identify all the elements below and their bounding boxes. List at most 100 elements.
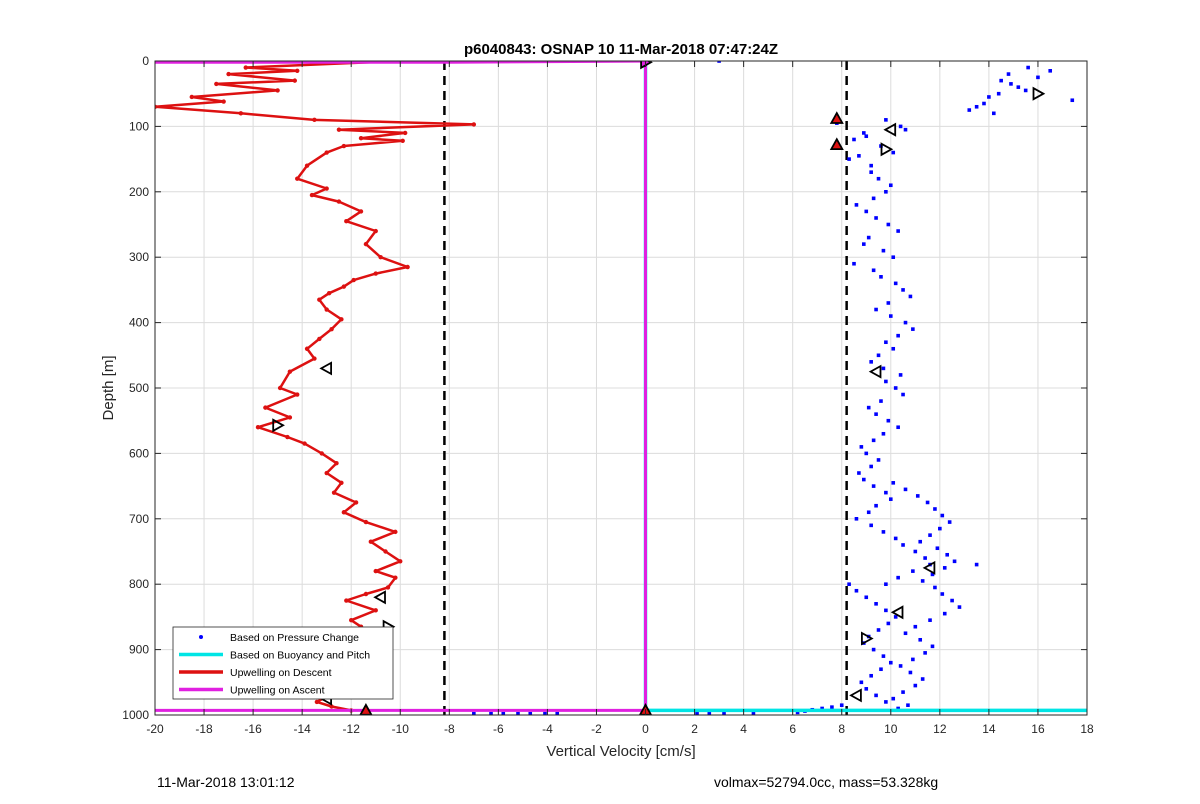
pressure-point-82 [869,523,873,528]
pressure-point-160 [555,711,560,715]
pressure-point-0 [717,61,721,63]
descent-point-7 [189,94,194,100]
pressure-point-89 [911,569,915,573]
footer-timestamp: 11-Mar-2018 13:01:12 [157,774,295,790]
descent-point-22 [309,192,315,198]
descent-point-33 [326,290,332,296]
pressure-point-90 [896,575,900,580]
pressure-point-19 [852,137,856,142]
legend-box [172,626,394,700]
marker-1 [1032,86,1046,101]
x-axis-label: Vertical Velocity [cm/s] [546,743,695,760]
pressure-point-87 [923,556,927,560]
descent-point-29 [405,264,410,270]
pressure-point-102 [935,546,940,551]
pressure-point-41 [891,255,896,259]
pressure-point-145 [864,595,869,600]
pressure-point-140 [876,628,881,632]
pressure-point-109 [940,592,945,596]
descent-point-15 [358,135,364,141]
descent-point-10 [238,111,244,116]
pressure-point-22 [891,150,896,155]
x-tick-label-1: -18 [195,722,213,736]
pressure-point-51 [903,320,908,325]
descent-point-13 [336,127,342,132]
pressure-point-135 [888,660,893,665]
pressure-point-29 [876,176,881,181]
pressure-point-30 [888,183,893,188]
x-tick-label-3: -14 [293,722,311,736]
pressure-point-107 [920,579,925,583]
marker-6 [319,361,333,376]
pressure-point-67 [896,425,900,430]
marker-8 [272,418,285,433]
pressure-point-10 [992,111,996,116]
pressure-point-147 [847,582,851,586]
pressure-point-83 [881,530,886,534]
descent-point-67 [349,617,354,623]
pressure-point-12 [1009,82,1013,86]
pressure-point-142 [893,615,898,619]
x-tick-label-14: 8 [838,722,845,736]
pressure-point-56 [876,353,881,358]
pressure-point-1 [1006,72,1011,76]
pressure-point-3 [1016,85,1021,89]
pressure-point-44 [879,275,883,279]
pressure-point-144 [874,602,878,606]
pressure-point-38 [866,235,871,240]
descent-point-25 [344,219,349,224]
pressure-point-111 [957,605,962,609]
pressure-point-33 [854,203,859,207]
x-tick-label-8: -4 [542,722,553,736]
pressure-point-80 [866,510,871,515]
pressure-point-119 [923,651,927,655]
legend-label-1: Based on Buoyancy and Pitch [230,650,370,662]
pressure-point-23 [847,157,851,161]
descent-point-21 [324,186,329,191]
descent-point-26 [373,228,378,234]
pressure-point-133 [869,673,873,678]
y-tick-label-6: 600 [129,446,149,460]
pressure-point-105 [942,566,947,570]
pressure-point-57 [869,360,873,364]
pressure-point-59 [898,373,903,377]
descent-point-36 [339,317,344,322]
x-tick-label-0: -20 [146,722,164,736]
marker-0 [640,61,653,70]
y-tick-label-8: 800 [129,577,149,591]
pressure-point-25 [903,127,908,132]
pressure-point-54 [884,340,888,345]
pressure-point-149 [830,705,834,709]
descent-point-60 [398,559,403,564]
descent-point-54 [353,500,359,505]
descent-point-8 [221,99,226,104]
descent-point-77 [314,699,320,705]
descent-point-44 [263,405,268,410]
pressure-point-114 [928,618,932,622]
x-tick-label-2: -16 [244,722,262,736]
pressure-point-62 [901,392,905,397]
pressure-point-63 [879,399,883,403]
pressure-point-121 [898,664,903,668]
pressure-point-78 [888,497,893,501]
pressure-point-112 [974,562,979,567]
legend: Based on Pressure Change Based on Buoyanc… [172,626,394,700]
marker-4 [883,122,897,137]
pressure-point-159 [543,711,547,715]
marker-7 [868,364,882,379]
pressure-point-47 [908,294,913,299]
y-tick-label-0: 0 [142,54,149,68]
descent-point-14 [402,130,408,136]
descent-point-63 [385,585,391,590]
descent-point-61 [373,568,378,574]
pressure-point-35 [874,216,878,220]
y-tick-label-9: 900 [129,643,149,657]
pressure-point-137 [871,647,876,652]
descent-point-48 [302,441,307,446]
pressure-point-4 [987,95,991,99]
pressure-point-117 [918,637,923,642]
descent-point-55 [341,510,347,515]
pressure-point-122 [908,670,913,675]
y-tick-label-3: 300 [129,250,149,264]
pressure-point-58 [881,366,886,371]
